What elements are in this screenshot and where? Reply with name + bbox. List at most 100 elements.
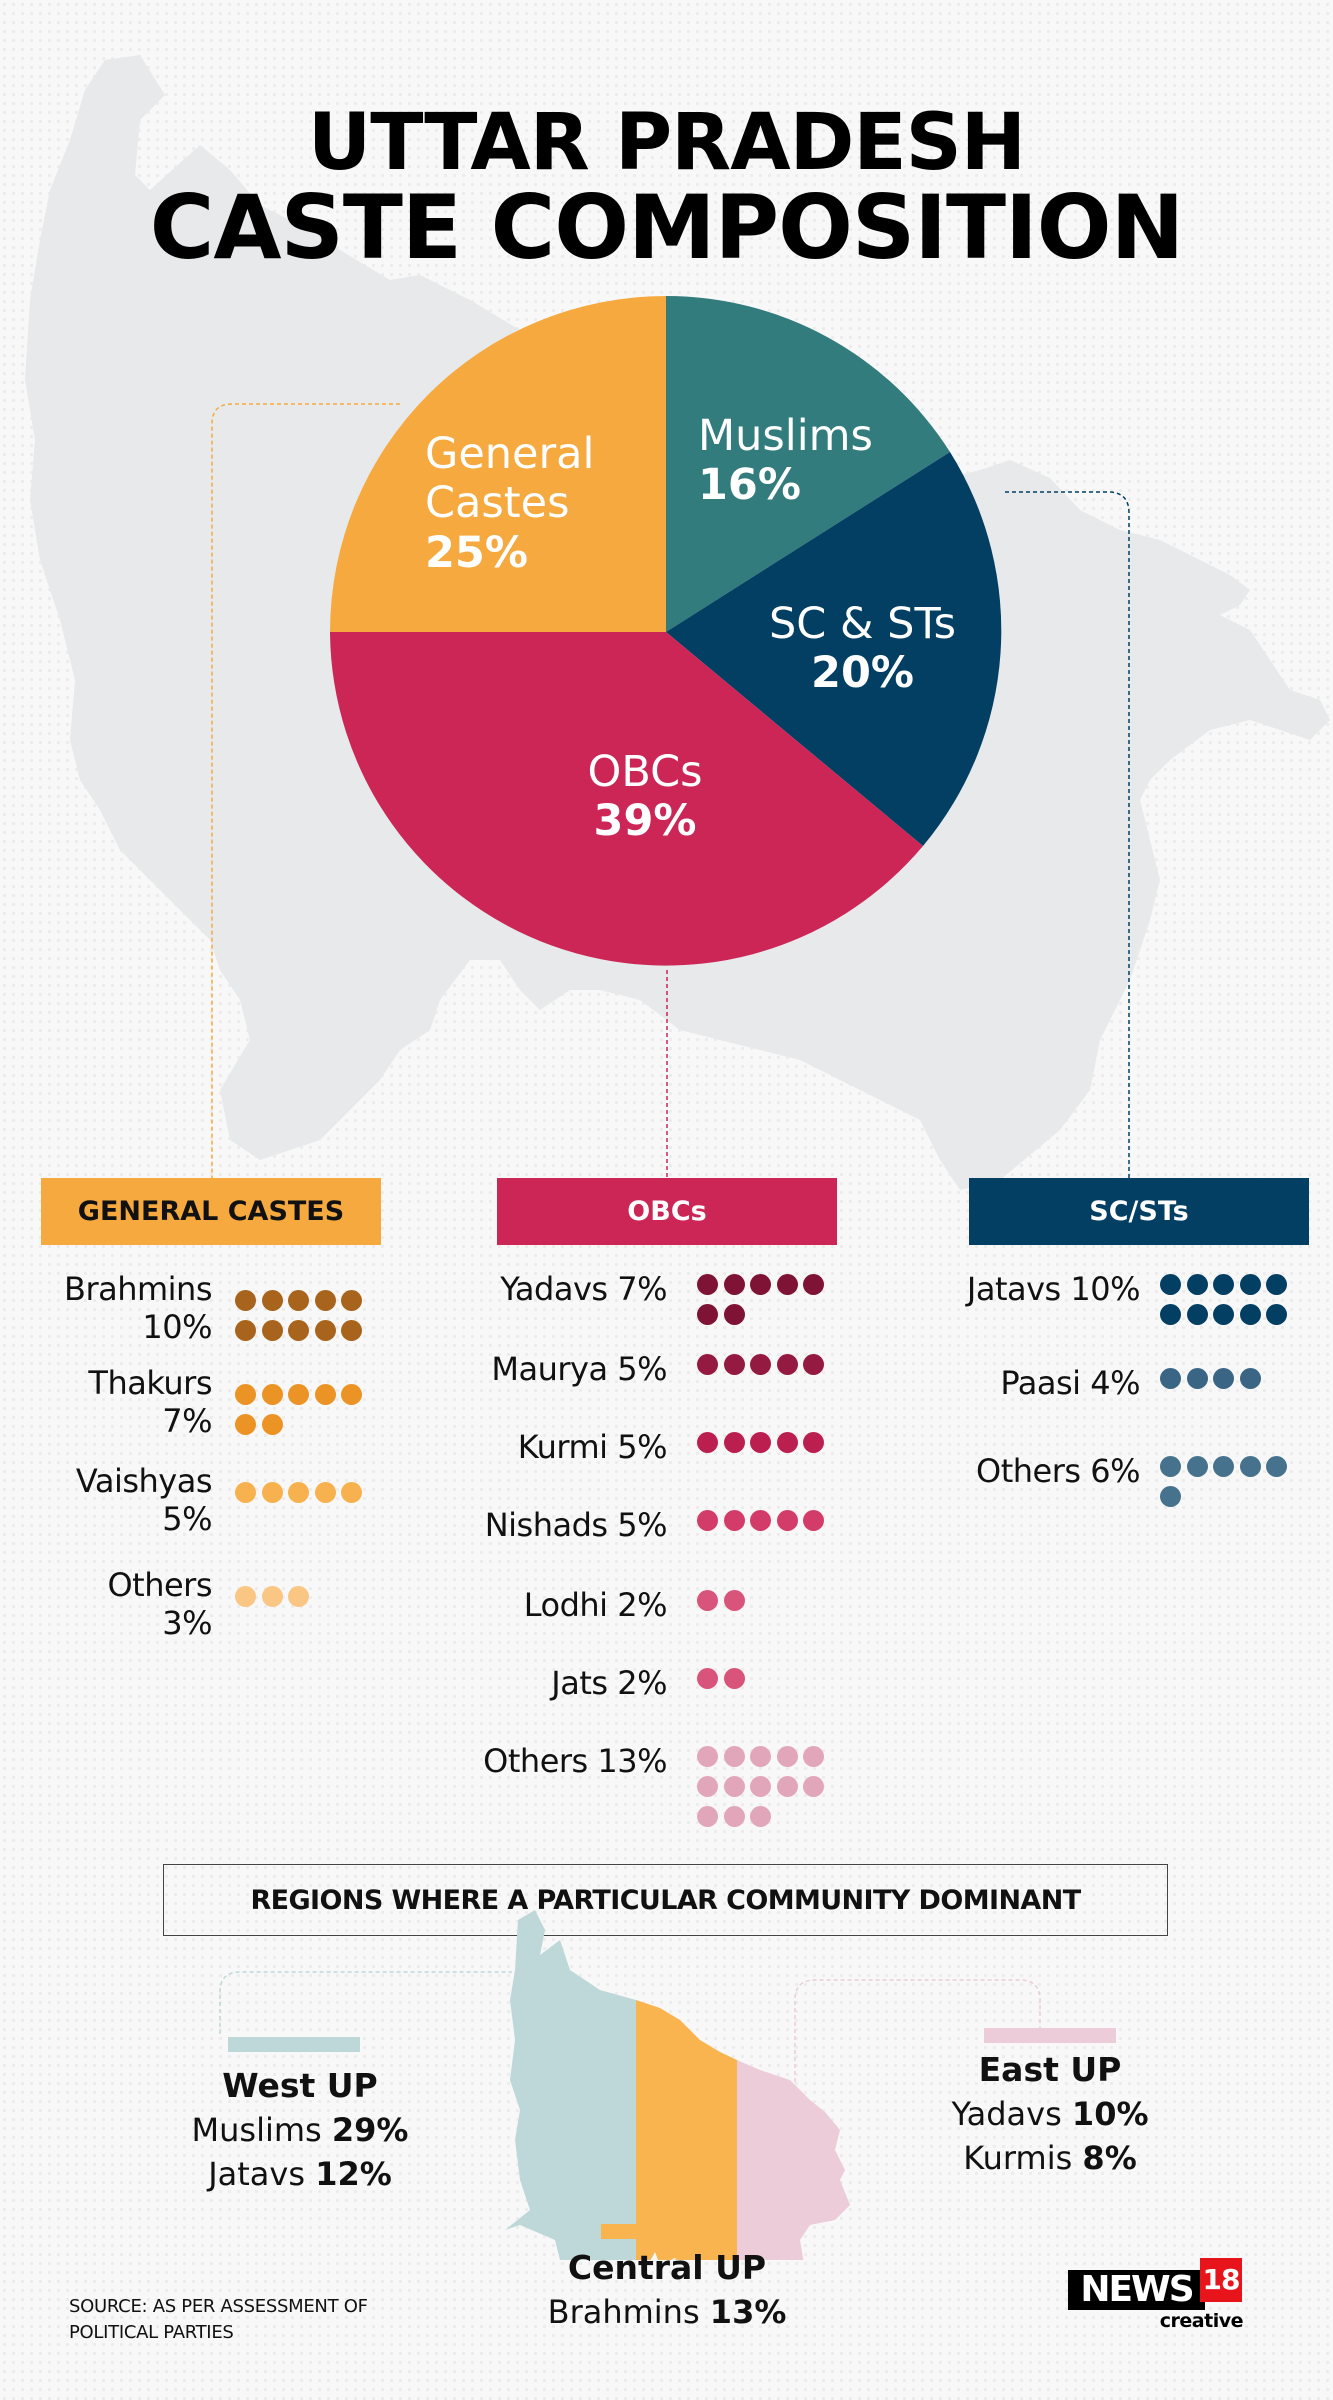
- dot-icon: [261, 1320, 283, 1341]
- dot-group: [235, 1290, 370, 1341]
- dot-icon: [341, 1320, 362, 1341]
- dot-icon: [750, 1746, 771, 1767]
- dot-icon: [288, 1290, 309, 1311]
- dot-icon: [776, 1432, 798, 1453]
- obc-row: Maurya 5%: [430, 1350, 832, 1388]
- logo-news-text: NEWS: [1068, 2270, 1205, 2310]
- dot-icon: [1266, 1456, 1287, 1477]
- dot-icon: [1186, 1456, 1208, 1477]
- connector-lines: [211, 403, 1130, 1178]
- dot-icon: [697, 1746, 718, 1767]
- dot-icon: [314, 1320, 336, 1341]
- dot-icon: [723, 1510, 745, 1531]
- dot-icon: [697, 1776, 718, 1797]
- dot-icon: [750, 1776, 771, 1797]
- dot-icon: [1213, 1456, 1234, 1477]
- dot-icon: [1213, 1274, 1234, 1295]
- dot-group: [235, 1586, 370, 1607]
- pie-slice-sc-sts[interactable]: [666, 452, 1002, 846]
- sc-st-row: Jatavs 10%: [900, 1270, 1295, 1325]
- dot-icon: [1160, 1456, 1181, 1477]
- dot-icon: [261, 1290, 283, 1311]
- caste-label: Thakurs 7%: [88, 1364, 212, 1440]
- pie-label-general: General Castes 25%: [425, 429, 595, 578]
- dot-icon: [750, 1274, 771, 1295]
- dot-icon: [261, 1414, 283, 1435]
- dot-icon: [1160, 1486, 1181, 1507]
- dot-icon: [235, 1482, 256, 1503]
- dot-icon: [697, 1304, 718, 1325]
- pie-slice-obcs[interactable]: [330, 632, 923, 966]
- dot-group: [235, 1384, 370, 1435]
- dot-icon: [697, 1510, 718, 1531]
- dot-icon: [723, 1304, 745, 1325]
- obc-row: Jats 2%: [430, 1664, 832, 1702]
- dot-icon: [235, 1290, 256, 1311]
- east-up-name: East UP: [978, 2050, 1122, 2089]
- obc-row: Kurmi 5%: [430, 1428, 832, 1466]
- dot-icon: [723, 1590, 745, 1611]
- dot-icon: [803, 1510, 824, 1531]
- dot-icon: [235, 1384, 256, 1405]
- pie-slice-general-castes[interactable]: [330, 296, 666, 632]
- dot-icon: [776, 1354, 798, 1375]
- dot-icon: [341, 1290, 362, 1311]
- dot-icon: [341, 1384, 362, 1405]
- dot-icon: [723, 1746, 745, 1767]
- east-up-block: East UP Yadavs 10% Kurmis 8%: [900, 2048, 1200, 2180]
- dot-group: [697, 1354, 832, 1375]
- dot-icon: [750, 1432, 771, 1453]
- dot-group: [1160, 1368, 1295, 1389]
- obc-row: Lodhi 2%: [430, 1586, 832, 1624]
- dot-icon: [697, 1668, 718, 1689]
- dot-icon: [697, 1432, 718, 1453]
- dot-icon: [723, 1432, 745, 1453]
- logo-18-badge: 18: [1200, 2258, 1242, 2302]
- source-note: SOURCE: AS PER ASSESSMENT OF POLITICAL P…: [69, 2296, 368, 2343]
- central-up-stat-1: Brahmins 13%: [547, 2293, 787, 2331]
- dot-icon: [776, 1274, 798, 1295]
- dot-icon: [803, 1354, 824, 1375]
- caste-label: Lodhi 2%: [523, 1586, 668, 1624]
- dot-icon: [1239, 1368, 1261, 1389]
- obc-row: Nishads 5%: [430, 1506, 832, 1544]
- dot-icon: [1186, 1304, 1208, 1325]
- dot-icon: [1239, 1304, 1261, 1325]
- caste-label: Jatavs 10%: [966, 1270, 1141, 1308]
- caste-label: Others 6%: [976, 1452, 1140, 1490]
- central-up-name: Central UP: [567, 2248, 767, 2287]
- dot-icon: [803, 1776, 824, 1797]
- dot-group: [697, 1432, 832, 1453]
- header-obcs: OBCs: [497, 1178, 837, 1245]
- east-up-stat-1: Yadavs 10%: [951, 2095, 1149, 2133]
- dot-icon: [235, 1414, 256, 1435]
- general-caste-row: Vaishyas 5%: [40, 1462, 370, 1538]
- pie-label-muslims: Muslims 16%: [698, 411, 873, 511]
- dot-icon: [1213, 1368, 1234, 1389]
- dot-group: [1160, 1456, 1295, 1507]
- west-up-color-bar: [228, 2037, 360, 2052]
- sc-st-row: Others 6%: [900, 1452, 1295, 1507]
- dot-icon: [1213, 1304, 1234, 1325]
- dot-icon: [261, 1482, 283, 1503]
- dot-icon: [697, 1354, 718, 1375]
- dot-icon: [288, 1482, 309, 1503]
- dot-icon: [235, 1586, 256, 1607]
- dot-icon: [1266, 1274, 1287, 1295]
- east-up-color-bar: [984, 2028, 1116, 2043]
- dot-icon: [803, 1432, 824, 1453]
- central-up-color-bar: [601, 2224, 733, 2239]
- caste-label: Jats 2%: [551, 1664, 667, 1702]
- pie-chart: [330, 295, 1002, 966]
- dot-group: [1160, 1274, 1295, 1325]
- pie-slice-muslims[interactable]: [666, 295, 950, 632]
- dot-icon: [723, 1274, 745, 1295]
- dot-icon: [314, 1290, 336, 1311]
- dot-icon: [776, 1746, 798, 1767]
- west-up-name: West UP: [222, 2066, 378, 2105]
- dot-icon: [750, 1354, 771, 1375]
- dot-icon: [1160, 1368, 1181, 1389]
- dot-icon: [723, 1668, 745, 1689]
- general-caste-row: Thakurs 7%: [40, 1364, 370, 1440]
- regions-map: [219, 1910, 1041, 2260]
